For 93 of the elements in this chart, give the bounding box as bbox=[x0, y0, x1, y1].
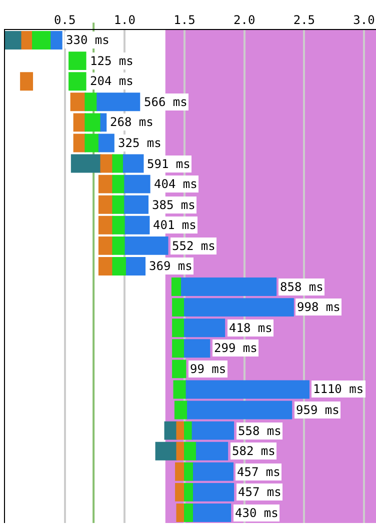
bar bbox=[100, 113, 107, 132]
text: 430 ms bbox=[235, 506, 278, 520]
text: 552 ms bbox=[172, 239, 216, 253]
bar bbox=[174, 400, 188, 420]
bar bbox=[172, 298, 186, 317]
text: 268 ms bbox=[110, 115, 154, 129]
text: 457 ms bbox=[237, 465, 280, 479]
bar bbox=[98, 195, 114, 214]
bar bbox=[96, 92, 140, 112]
text: 404 ms bbox=[154, 177, 198, 191]
bar bbox=[184, 339, 210, 358]
bar bbox=[112, 257, 127, 276]
bar bbox=[70, 154, 102, 173]
bar bbox=[21, 31, 34, 50]
bar bbox=[184, 318, 226, 338]
bar bbox=[175, 482, 186, 502]
bar bbox=[192, 421, 234, 440]
bar bbox=[155, 442, 178, 460]
bar bbox=[70, 92, 86, 112]
bar bbox=[124, 236, 168, 255]
bar bbox=[192, 504, 232, 522]
bar bbox=[184, 298, 294, 317]
text: 858 ms bbox=[280, 280, 324, 294]
text: 369 ms bbox=[149, 259, 192, 273]
x-tick-label: 1.5 bbox=[174, 13, 196, 28]
text: 325 ms bbox=[118, 136, 162, 150]
bar bbox=[98, 174, 114, 194]
bar bbox=[98, 134, 114, 152]
bar bbox=[32, 31, 52, 50]
x-tick-label: 1.0 bbox=[114, 13, 136, 28]
text: 1110 ms bbox=[313, 382, 364, 396]
bar bbox=[68, 52, 86, 70]
bar bbox=[187, 400, 292, 420]
bar bbox=[112, 236, 126, 255]
text: 299 ms bbox=[214, 341, 258, 355]
bar bbox=[112, 154, 124, 173]
text: 558 ms bbox=[238, 424, 282, 438]
bar bbox=[186, 380, 310, 399]
bar bbox=[98, 236, 114, 255]
bar bbox=[176, 442, 186, 460]
bar bbox=[20, 72, 34, 91]
bar bbox=[184, 462, 194, 481]
bar bbox=[176, 421, 186, 440]
bar bbox=[112, 195, 126, 214]
bar bbox=[184, 504, 194, 522]
text: 566 ms bbox=[144, 95, 188, 109]
text: 591 ms bbox=[147, 157, 190, 171]
bar bbox=[173, 380, 187, 399]
text: 330 ms bbox=[66, 33, 110, 47]
bar bbox=[184, 442, 197, 460]
text: 582 ms bbox=[232, 444, 276, 458]
bar bbox=[192, 482, 234, 502]
text: 418 ms bbox=[229, 321, 272, 335]
bar bbox=[50, 31, 62, 50]
bar bbox=[98, 216, 114, 234]
text: 998 ms bbox=[297, 300, 340, 314]
x-tick-label: 2.5 bbox=[293, 13, 316, 28]
text: 457 ms bbox=[238, 485, 282, 499]
text: 125 ms bbox=[90, 54, 134, 68]
bar bbox=[192, 462, 234, 481]
x-tick-label: 2.0 bbox=[234, 13, 256, 28]
text: 99 ms bbox=[190, 362, 226, 376]
bar bbox=[84, 134, 100, 152]
bar bbox=[171, 278, 182, 296]
bar bbox=[172, 339, 186, 358]
bar bbox=[176, 504, 186, 522]
x-tick-label: 3.0 bbox=[353, 13, 375, 28]
bar bbox=[184, 482, 194, 502]
bar bbox=[98, 257, 114, 276]
bar bbox=[184, 421, 193, 440]
text: 204 ms bbox=[90, 74, 134, 88]
text: 959 ms bbox=[296, 403, 340, 417]
bar bbox=[175, 462, 186, 481]
bar bbox=[68, 72, 86, 91]
bar bbox=[124, 195, 149, 214]
text: 385 ms bbox=[152, 198, 196, 212]
bar bbox=[112, 216, 126, 234]
bar bbox=[196, 442, 228, 460]
bar bbox=[84, 92, 98, 112]
bar bbox=[100, 154, 114, 173]
bar bbox=[5, 31, 22, 50]
bar bbox=[112, 174, 126, 194]
bar bbox=[172, 318, 186, 338]
bar bbox=[124, 216, 150, 234]
bar bbox=[181, 278, 277, 296]
bar bbox=[126, 257, 146, 276]
bar bbox=[172, 360, 186, 378]
bar bbox=[122, 154, 144, 173]
bar bbox=[84, 113, 102, 132]
bar bbox=[73, 113, 86, 132]
x-tick-label: 0.5 bbox=[54, 13, 76, 28]
text: 401 ms bbox=[153, 218, 196, 232]
bar bbox=[124, 174, 150, 194]
